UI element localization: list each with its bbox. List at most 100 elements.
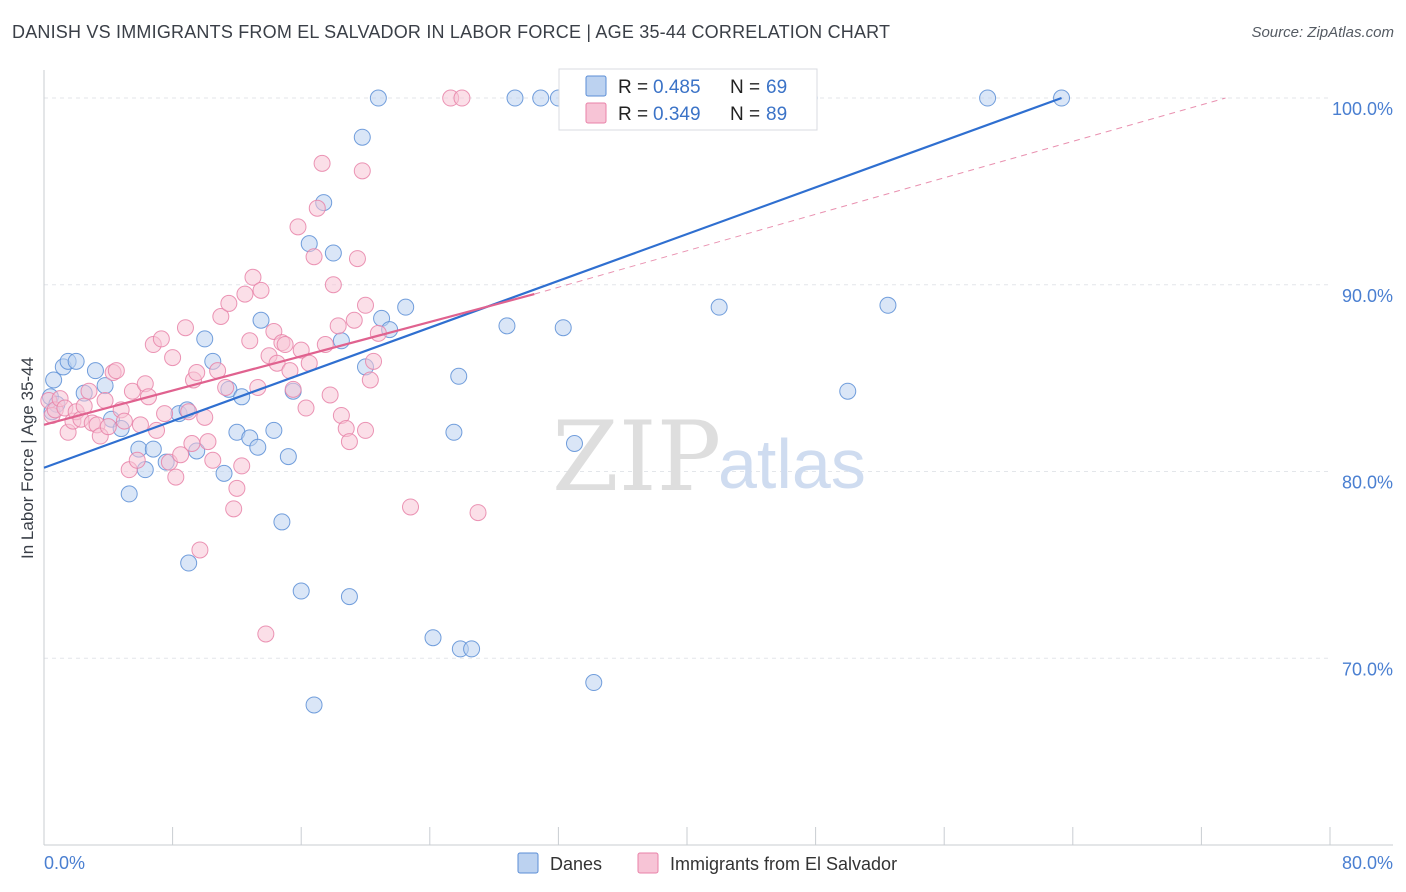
point-salvador (217, 378, 235, 396)
point-danes (506, 89, 524, 107)
trend-line-salvador (43, 293, 535, 426)
stats-salvador-r-value: 0.349 (653, 104, 701, 125)
point-salvador (183, 434, 201, 452)
point-danes (249, 438, 267, 456)
point-danes (273, 513, 291, 531)
point-danes (305, 696, 323, 714)
stats-legend-box: R = 0.485 N = 69 R = 0.349 N = 89 (558, 68, 818, 131)
point-danes (710, 298, 728, 316)
stats-swatch-salvador (585, 102, 607, 124)
x-tick-label-max: 80.0% (1342, 853, 1393, 873)
point-danes (292, 582, 310, 600)
point-danes (265, 421, 283, 439)
point-danes (445, 423, 463, 441)
point-danes (585, 674, 603, 692)
point-salvador (236, 285, 254, 303)
point-salvador (329, 317, 347, 335)
y-tick-label: 70.0% (1342, 659, 1393, 679)
data-points (40, 89, 1071, 714)
legend: Danes Immigrants from El Salvador (517, 852, 897, 874)
axes (43, 70, 1393, 846)
point-danes (180, 554, 198, 572)
legend-label-salvador: Immigrants from El Salvador (670, 854, 897, 874)
point-danes (369, 89, 387, 107)
point-salvador (172, 446, 190, 464)
point-salvador (241, 332, 259, 350)
y-axis-label: In Labor Force | Age 35-44 (18, 357, 37, 559)
point-salvador (191, 541, 209, 559)
point-danes (463, 640, 481, 658)
point-salvador (321, 386, 339, 404)
point-salvador (257, 625, 275, 643)
stats-danes-r-label: R = (618, 77, 648, 98)
point-salvador (164, 349, 182, 367)
stats-danes-r-value: 0.485 (653, 77, 701, 98)
trend-line-salvador-extrapolated (534, 97, 1226, 295)
point-danes (215, 464, 233, 482)
point-salvador (204, 451, 222, 469)
point-salvador (156, 405, 174, 423)
point-salvador (357, 296, 374, 314)
point-danes (120, 485, 138, 503)
watermark: ZIP atlas (552, 401, 866, 513)
point-danes (532, 89, 550, 107)
point-danes (86, 362, 104, 380)
stats-salvador-r-label: R = (618, 104, 648, 125)
point-salvador (123, 382, 141, 400)
point-salvador (289, 218, 307, 236)
point-salvador (276, 336, 294, 354)
point-salvador (308, 199, 326, 217)
point-salvador (284, 380, 302, 398)
point-salvador (107, 362, 125, 380)
point-salvador (99, 418, 117, 436)
chart-title: DANISH VS IMMIGRANTS FROM EL SALVADOR IN… (12, 22, 891, 42)
point-salvador (324, 276, 342, 294)
point-salvador (348, 250, 366, 268)
point-danes (324, 244, 342, 262)
point-danes (879, 296, 897, 314)
stats-swatch-danes (585, 75, 607, 97)
point-salvador (80, 382, 98, 400)
point-danes (979, 89, 997, 107)
point-salvador (469, 504, 487, 522)
point-salvador (228, 479, 246, 497)
grid-lines: 70.0% 80.0% 90.0% 100.0% (44, 97, 1393, 679)
y-tick-label: 80.0% (1342, 473, 1393, 493)
point-salvador (297, 399, 315, 417)
point-salvador (365, 352, 383, 370)
legend-swatch-danes (517, 852, 539, 874)
point-danes (839, 382, 857, 400)
point-danes (397, 298, 415, 316)
watermark-zip: ZIP (552, 401, 721, 513)
point-salvador (340, 433, 358, 451)
point-salvador (357, 421, 374, 439)
point-danes (424, 629, 442, 647)
point-salvador (361, 371, 379, 389)
point-danes (340, 588, 358, 606)
stats-salvador-n-value: 89 (766, 104, 787, 125)
point-salvador (212, 308, 230, 326)
point-danes (498, 317, 516, 335)
point-salvador (176, 319, 194, 337)
point-danes (196, 330, 214, 348)
point-danes (565, 434, 583, 452)
x-tick-label-min: 0.0% (44, 853, 85, 873)
point-salvador (199, 433, 217, 451)
point-salvador (115, 412, 133, 430)
legend-swatch-salvador (637, 852, 659, 874)
point-salvador (453, 89, 471, 107)
point-salvador (128, 451, 146, 469)
point-salvador (167, 468, 185, 486)
point-salvador (188, 364, 206, 382)
stats-danes-n-label: N = (730, 77, 760, 98)
point-danes (252, 311, 270, 329)
watermark-atlas: atlas (718, 425, 866, 503)
stats-salvador-n-label: N = (730, 104, 760, 125)
point-danes (450, 367, 468, 385)
y-tick-label: 100.0% (1332, 99, 1393, 119)
point-salvador (305, 248, 323, 266)
point-salvador (244, 268, 262, 286)
point-salvador (152, 330, 170, 348)
point-danes (353, 128, 371, 146)
point-salvador (220, 294, 238, 312)
